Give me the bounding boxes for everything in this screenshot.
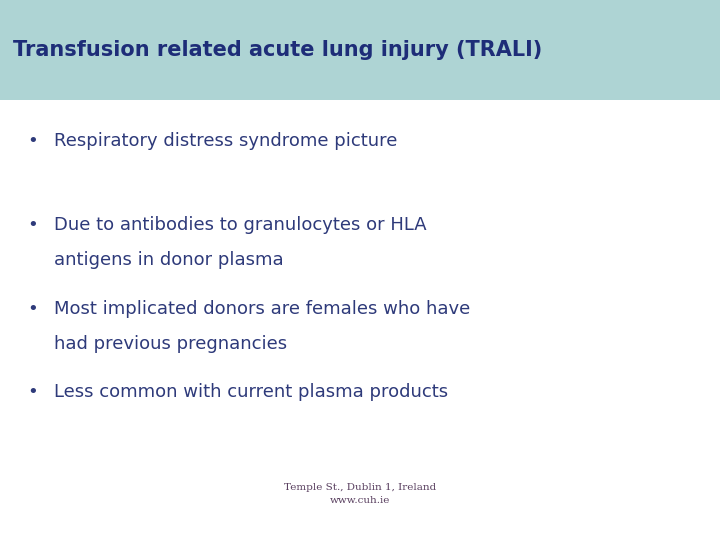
Text: •: • <box>27 383 38 401</box>
Text: •: • <box>27 300 38 318</box>
Text: had previous pregnancies: had previous pregnancies <box>54 335 287 353</box>
Text: Less common with current plasma products: Less common with current plasma products <box>54 383 448 401</box>
Text: Respiratory distress syndrome picture: Respiratory distress syndrome picture <box>54 132 397 150</box>
Bar <box>0 0 720 100</box>
Text: •: • <box>27 132 38 150</box>
Text: Temple St., Dublin 1, Ireland
www.cuh.ie: Temple St., Dublin 1, Ireland www.cuh.ie <box>284 483 436 505</box>
Text: antigens in donor plasma: antigens in donor plasma <box>54 251 284 269</box>
Text: Transfusion related acute lung injury (TRALI): Transfusion related acute lung injury (T… <box>13 40 542 60</box>
Text: Due to antibodies to granulocytes or HLA: Due to antibodies to granulocytes or HLA <box>54 216 427 234</box>
Text: Most implicated donors are females who have: Most implicated donors are females who h… <box>54 300 470 318</box>
Text: •: • <box>27 216 38 234</box>
